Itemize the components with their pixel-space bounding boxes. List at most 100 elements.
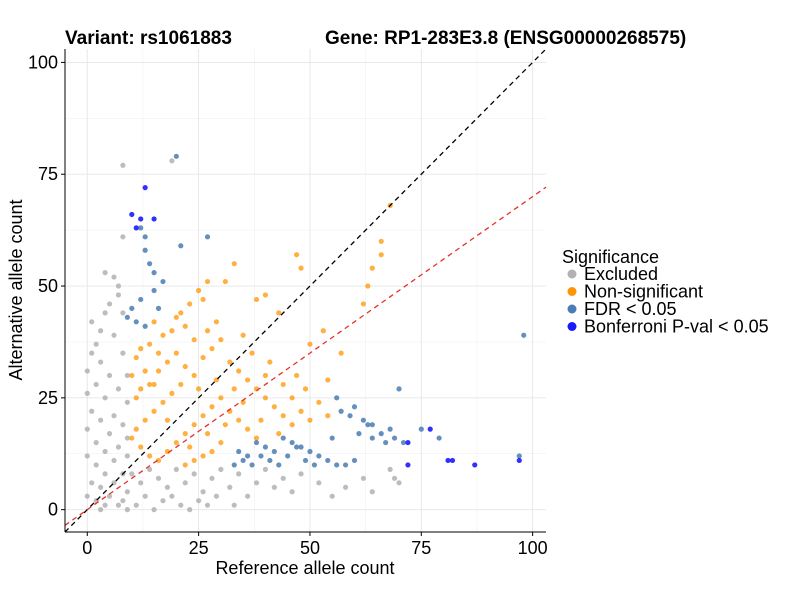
- data-point: [160, 498, 166, 504]
- data-point: [369, 435, 375, 441]
- data-point: [111, 332, 117, 338]
- data-point: [369, 265, 375, 271]
- data-point: [338, 350, 344, 356]
- data-point: [209, 404, 215, 410]
- data-point: [89, 480, 95, 486]
- data-point: [236, 471, 242, 477]
- data-point: [84, 390, 90, 396]
- data-point: [280, 413, 286, 419]
- data-point: [262, 372, 269, 379]
- legend-label: Excluded: [584, 264, 658, 284]
- data-point: [253, 439, 260, 446]
- data-point: [204, 431, 211, 437]
- data-point: [124, 453, 130, 459]
- data-point: [124, 399, 130, 405]
- legend-item-bonf: Bonferroni P-val < 0.05: [567, 317, 769, 337]
- data-point: [405, 439, 411, 446]
- data-point: [173, 439, 179, 446]
- data-point: [200, 296, 206, 303]
- data-point: [173, 350, 179, 356]
- data-point: [396, 480, 402, 486]
- legend-item-excluded: Excluded: [567, 264, 658, 284]
- data-point: [271, 448, 277, 455]
- data-point: [120, 310, 126, 316]
- data-point: [98, 417, 104, 423]
- data-point: [204, 328, 211, 334]
- x-tick-label: 0: [82, 538, 92, 558]
- data-point: [231, 386, 237, 392]
- data-point: [383, 439, 389, 446]
- data-point: [138, 346, 144, 352]
- data-point: [98, 359, 104, 365]
- data-point: [155, 305, 162, 311]
- data-point: [325, 413, 331, 419]
- data-point: [258, 453, 264, 459]
- data-point: [196, 287, 202, 294]
- series-fdr-0-05: [124, 153, 527, 468]
- x-tick-label: 75: [411, 538, 431, 558]
- data-point: [147, 453, 153, 459]
- data-point: [89, 350, 95, 356]
- data-point: [129, 435, 135, 441]
- data-point: [155, 350, 162, 356]
- data-point: [187, 507, 193, 513]
- data-point: [302, 457, 309, 464]
- data-point: [204, 502, 211, 508]
- data-point: [191, 422, 197, 428]
- data-point: [124, 489, 130, 495]
- data-point: [93, 439, 99, 446]
- data-point: [182, 431, 188, 437]
- data-point: [360, 475, 366, 481]
- data-point: [196, 498, 202, 504]
- legend: Significance ExcludedNon-significantFDR …: [562, 247, 769, 337]
- data-point: [338, 408, 344, 414]
- data-point: [209, 346, 215, 352]
- data-point: [329, 435, 335, 441]
- data-point: [222, 422, 228, 428]
- data-point: [351, 457, 358, 464]
- data-point: [307, 341, 313, 347]
- data-point: [240, 332, 246, 338]
- data-point: [102, 471, 108, 477]
- data-point: [187, 301, 193, 307]
- data-point: [365, 283, 371, 289]
- data-point: [262, 466, 269, 472]
- data-point: [378, 252, 384, 258]
- data-point: [138, 225, 144, 231]
- data-point: [133, 225, 139, 231]
- data-point: [102, 448, 108, 455]
- data-point: [280, 435, 286, 441]
- data-point: [169, 328, 175, 334]
- data-point: [160, 399, 166, 405]
- data-point: [169, 390, 175, 396]
- data-point: [164, 359, 171, 365]
- data-point: [84, 453, 90, 459]
- reference-line-identity: [64, 48, 547, 533]
- data-point: [316, 453, 322, 459]
- data-point: [102, 310, 108, 316]
- data-point: [289, 489, 295, 495]
- data-point: [124, 314, 130, 320]
- data-point: [325, 457, 331, 464]
- data-point: [289, 422, 295, 428]
- data-point: [209, 448, 215, 455]
- data-point: [142, 234, 148, 240]
- data-point: [115, 292, 122, 298]
- data-point: [102, 395, 108, 401]
- data-point: [151, 408, 157, 414]
- data-point: [142, 247, 148, 253]
- legend-title: Significance: [562, 247, 659, 267]
- data-point: [334, 395, 340, 401]
- data-point: [293, 372, 300, 379]
- data-point: [138, 296, 144, 303]
- data-point: [200, 413, 206, 419]
- data-point: [298, 408, 304, 414]
- data-point: [173, 466, 179, 472]
- data-point: [178, 243, 184, 249]
- data-point: [106, 431, 113, 437]
- data-point: [106, 301, 113, 307]
- data-point: [106, 372, 113, 379]
- data-point: [106, 493, 113, 499]
- data-point: [120, 422, 126, 428]
